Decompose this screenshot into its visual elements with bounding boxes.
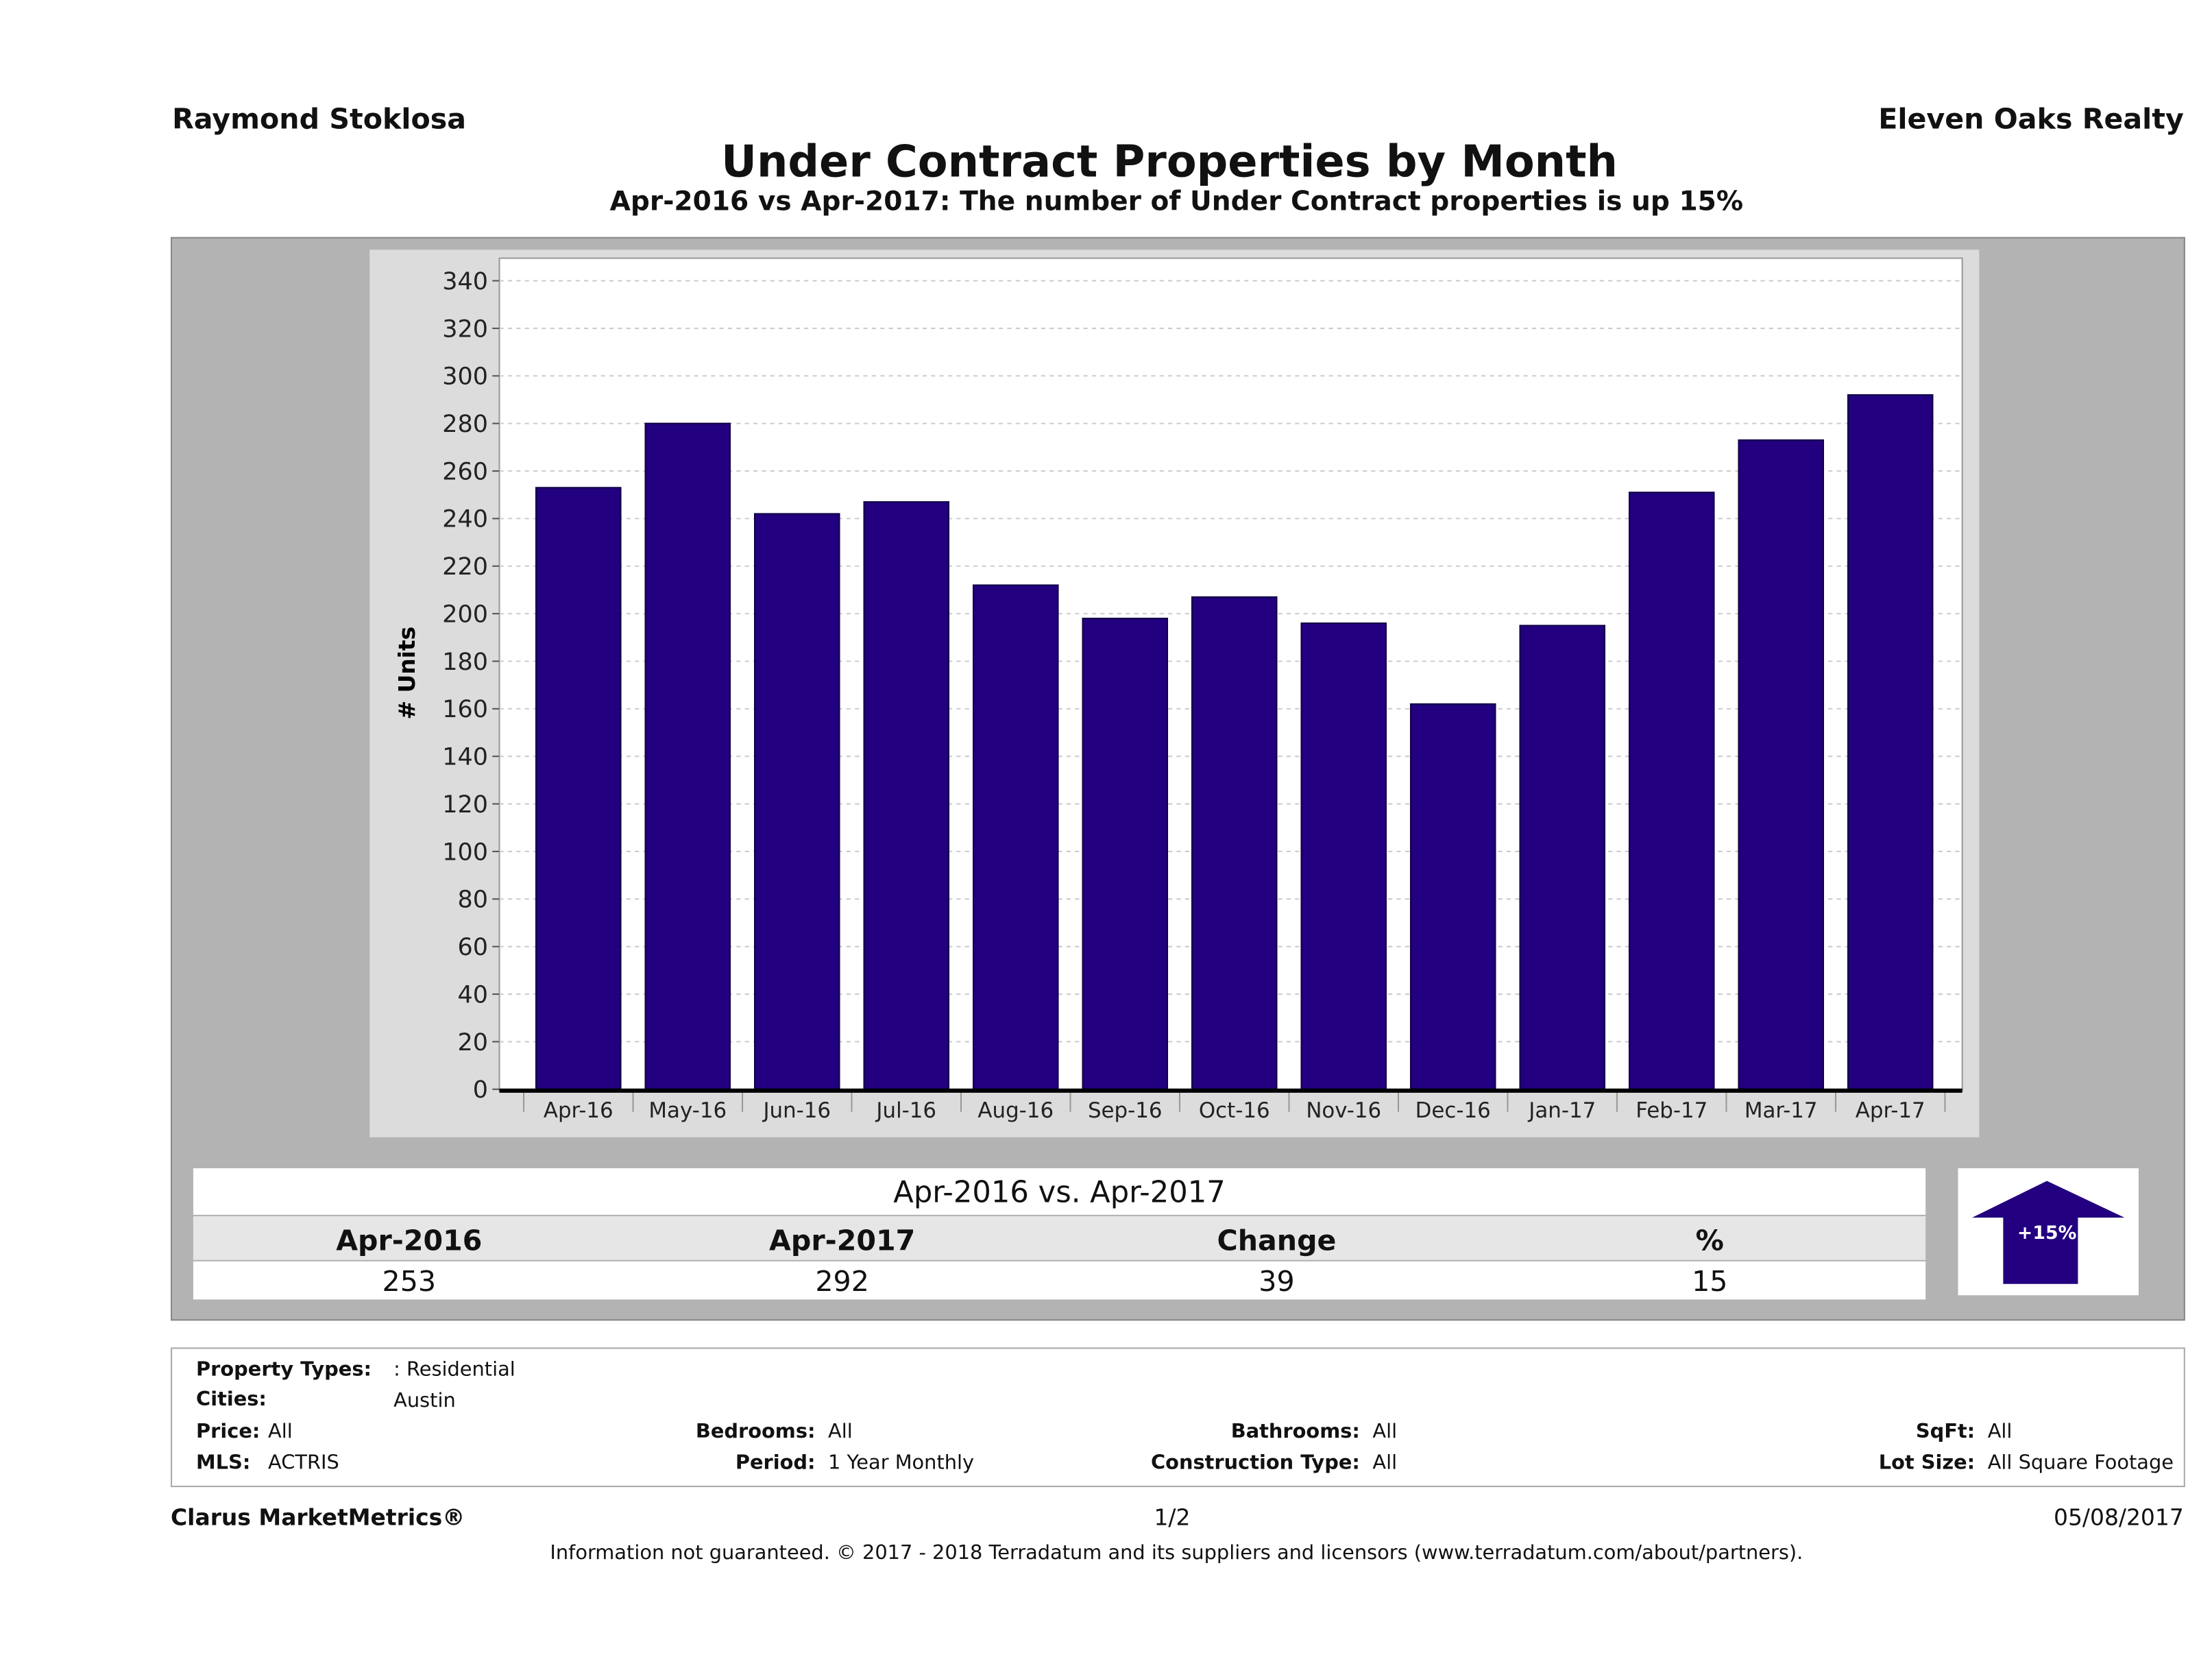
bar-apr-16 [535,487,622,1090]
bar-chart: 0 20 40 60 80 100 120 140 160 180 200 220 240 260 280 3… [393,257,1963,1123]
x-tick-label: Mar-17 [1745,1098,1818,1123]
y-tick-label: 20 [458,1029,489,1056]
bar-dec-16 [1409,703,1496,1090]
y-tick-label: 220 [442,553,488,581]
filter-label: Bedrooms: [695,1421,816,1444]
y-tick-label: 320 [442,315,488,343]
x-tick-label: Aug-16 [977,1098,1054,1123]
summary-value: 39 [1259,1264,1295,1298]
y-axis-label: # Units [393,627,420,720]
filter-label: Construction Type: [1151,1451,1360,1475]
disclaimer: Information not guaranteed. © 2017 - 201… [550,1542,1803,1565]
filter-value: Austin [393,1390,456,1413]
x-tick-label: Nov-16 [1306,1098,1381,1123]
summary-value-row: 253 292 39 15 [193,1261,1926,1300]
summary-header-row: Apr-2016 Apr-2017 Change % [193,1216,1926,1260]
page-subtitle: Apr-2016 vs Apr-2017: The number of Unde… [609,186,1744,217]
page-number: 1/2 [1154,1503,1191,1531]
bar-feb-17 [1628,492,1715,1090]
y-tick-label: 100 [442,838,488,866]
up-arrow-icon: +15% [1972,1181,2125,1284]
y-tick-label: 40 [458,981,489,1008]
bars [535,394,1934,1090]
y-tick-label: 280 [442,411,488,438]
report-date: 05/08/2017 [2053,1503,2184,1531]
column-header: Apr-2017 [768,1223,916,1257]
agent-name: Raymond Stoklosa [172,101,467,136]
summary-value: 292 [815,1264,869,1298]
filter-value: All [1372,1421,1398,1444]
filter-value: All [1372,1451,1398,1475]
x-tick-label: Oct-16 [1199,1098,1270,1123]
bar-jul-16 [863,501,950,1090]
y-tick-label: 160 [442,696,488,723]
x-tick-label: Dec-16 [1415,1098,1491,1123]
filter-label: Price: [196,1421,260,1444]
x-tick-label: Apr-17 [1856,1098,1925,1123]
summary-value: 15 [1692,1264,1728,1298]
column-header: Apr-2016 [336,1223,483,1257]
x-tick-label: Apr-16 [544,1098,613,1123]
bar-oct-16 [1191,596,1278,1090]
bar-mar-17 [1738,439,1824,1090]
x-tick-label: Sep-16 [1088,1098,1163,1123]
filter-label: Period: [735,1451,816,1475]
filter-value: All Square Footage [1987,1451,2174,1475]
x-tick-label: Feb-17 [1636,1098,1707,1123]
brokerage-name: Eleven Oaks Realty [1878,101,2184,136]
bar-apr-17 [1847,394,1934,1090]
bar-nov-16 [1300,622,1387,1090]
x-tick-label: Jul-16 [875,1098,936,1123]
bar-may-16 [644,422,731,1090]
bar-aug-16 [972,584,1059,1090]
x-tick-label: May-16 [648,1098,727,1123]
y-tick-label: 80 [458,886,489,914]
column-header: % [1695,1223,1724,1257]
x-tick-label: Jun-16 [762,1098,831,1123]
filter-label: Lot Size: [1878,1451,1976,1475]
filter-label: Cities: [196,1388,267,1411]
y-tick-label: 240 [442,506,488,533]
filter-criteria: Property Types: : Residential Cities: Au… [171,1347,2185,1488]
y-tick-label: 260 [442,458,488,485]
y-tick-label: 200 [442,601,488,628]
y-tick-label: 0 [473,1076,488,1104]
filter-value: ACTRIS [268,1451,339,1475]
y-tick-label: 300 [442,363,488,391]
page-title: Under Contract Properties by Month [721,136,1618,188]
y-axis: 0 20 40 60 80 100 120 140 160 180 200 220 240 260 280 3… [442,268,500,1104]
y-tick-label: 120 [442,791,488,819]
filter-label: Property Types: [196,1358,372,1381]
change-badge-text: +15% [2017,1222,2076,1244]
y-tick-label: 180 [442,649,488,676]
column-header: Change [1217,1223,1337,1257]
filter-value: 1 Year Monthly [828,1451,975,1475]
x-axis: Apr-16 May-16 Jun-16 Jul-16 Aug-16 Sep-16 Oct-… [499,1088,1962,1123]
bar-sep-16 [1082,618,1169,1090]
change-badge: +15% [1958,1168,2139,1296]
bar-jan-17 [1519,625,1606,1090]
filter-label: SqFt: [1915,1421,1976,1444]
summary-heading-row: Apr-2016 vs. Apr-2017 [193,1168,1926,1215]
filter-value: All [828,1421,853,1444]
summary-value: 253 [382,1264,437,1298]
filter-label: MLS: [196,1451,251,1475]
y-tick-label: 60 [458,934,489,961]
filter-value: All [1987,1421,2013,1444]
x-tick-label: Jan-17 [1527,1098,1596,1123]
footer-brand: Clarus MarketMetrics® [171,1503,465,1531]
filter-value: : Residential [393,1358,515,1381]
filter-label: Bathrooms: [1230,1421,1360,1444]
y-tick-label: 340 [442,268,488,295]
summary-heading: Apr-2016 vs. Apr-2017 [893,1175,1226,1209]
bar-jun-16 [754,513,840,1090]
y-tick-label: 140 [442,744,488,771]
filter-value: All [268,1421,293,1444]
